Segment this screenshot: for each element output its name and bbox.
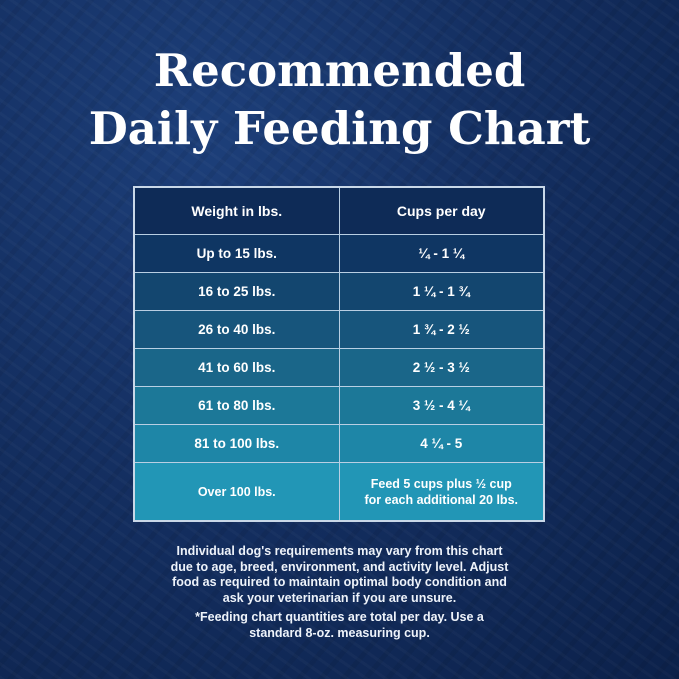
weight-cell: 81 to 100 lbs.	[133, 424, 340, 463]
table-header: Weight in lbs. Cups per day	[133, 186, 545, 235]
page-title: Recommended Daily Feeding Chart	[0, 42, 679, 158]
weight-cell: Up to 15 lbs.	[133, 234, 340, 273]
table-row: 61 to 80 lbs. 3 ½ - 4 ¼	[133, 386, 545, 425]
table-row: Up to 15 lbs. ¼ - 1 ¼	[133, 234, 545, 273]
table-row: 26 to 40 lbs. 1 ¾ - 2 ½	[133, 310, 545, 349]
cups-cell: 1 ¾ - 2 ½	[338, 310, 545, 349]
feeding-chart-table: Weight in lbs. Cups per day Up to 15 lbs…	[133, 186, 545, 522]
weight-cell: 41 to 60 lbs.	[133, 348, 340, 387]
title-line-1: Recommended	[153, 44, 526, 97]
cups-cell: 3 ½ - 4 ¼	[338, 386, 545, 425]
header-weight: Weight in lbs.	[133, 186, 340, 235]
disclaimer-text: Individual dog's requirements may vary f…	[170, 544, 509, 605]
weight-cell: 26 to 40 lbs.	[133, 310, 340, 349]
cups-cell: 1 ¼ - 1 ¾	[338, 272, 545, 311]
footnote-text: *Feeding chart quantities are total per …	[195, 610, 484, 640]
cups-cell: ¼ - 1 ¼	[338, 234, 545, 273]
table-row: 81 to 100 lbs. 4 ¼ - 5	[133, 424, 545, 463]
table-row: Over 100 lbs. Feed 5 cups plus ½ cup for …	[133, 462, 545, 522]
weight-cell: 61 to 80 lbs.	[133, 386, 340, 425]
table-row: 16 to 25 lbs. 1 ¼ - 1 ¾	[133, 272, 545, 311]
title-line-2: Daily Feeding Chart	[88, 102, 591, 155]
weight-cell: Over 100 lbs.	[133, 462, 340, 522]
cups-cell: 2 ½ - 3 ½	[338, 348, 545, 387]
cups-cell: 4 ¼ - 5	[338, 424, 545, 463]
table-row: 41 to 60 lbs. 2 ½ - 3 ½	[133, 348, 545, 387]
header-cups: Cups per day	[338, 186, 545, 235]
cups-cell: Feed 5 cups plus ½ cup for each addition…	[338, 462, 545, 522]
weight-cell: 16 to 25 lbs.	[133, 272, 340, 311]
